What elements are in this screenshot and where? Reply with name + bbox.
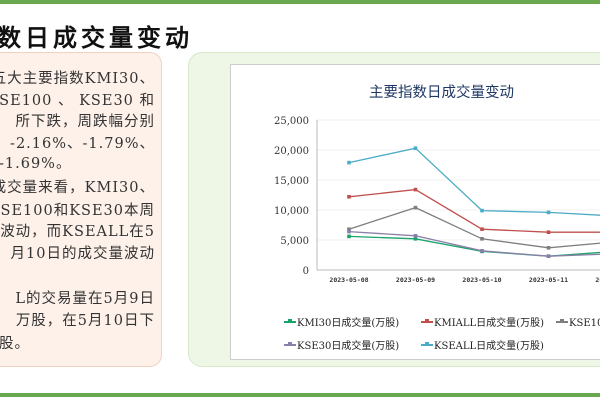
series-line (348, 147, 600, 216)
data-point (347, 229, 351, 234)
data-point (347, 227, 351, 231)
top-accent-bar (0, 0, 600, 4)
summary-line: L的交易量在5月9日 (15, 291, 155, 307)
summary-line: 、-2.16%、-1.79%、 (0, 136, 155, 152)
x-tick-label: 2023-05-09 (396, 276, 435, 284)
summary-line: 成交量来看，KMI30、 (0, 180, 155, 196)
legend-label: KMI30日成交量(万股) (297, 318, 400, 329)
data-point (480, 227, 484, 231)
summary-line: KSE100和KSE30本周 (0, 203, 155, 219)
summary-line: 月10日的成交量波动 (10, 246, 155, 262)
legend-label: KSEALL日成交量(万股) (434, 341, 544, 352)
y-tick-label: 25,000 (274, 116, 309, 127)
legend-marker-icon (556, 319, 568, 323)
data-point (347, 234, 351, 239)
data-point (347, 195, 351, 199)
summary-line: KSE100 、 KSE30 和 (0, 93, 155, 109)
data-point (413, 234, 418, 238)
legend-item: KMI30日成交量(万股) (284, 314, 399, 329)
legend-marker-icon (284, 319, 296, 323)
summary-line: -1.69%。 (0, 156, 72, 172)
data-point (413, 237, 418, 241)
legend-item: KSE30日成交量(万股) (284, 337, 399, 352)
data-point (546, 210, 551, 215)
y-tick-label: 20,000 (274, 146, 309, 157)
data-point (546, 246, 551, 250)
legend-label: KSE100日成交量(万股) (569, 318, 600, 329)
legend-marker-icon (421, 319, 433, 323)
chart-plot: 0 5,000 10,000 15,000 20,000 25,000 2023-05-08… (274, 116, 600, 284)
legend-item: KSE100日成交量(万股) (556, 314, 600, 329)
data-point (413, 187, 418, 192)
summary-line: 万股，在5月10日下 (15, 313, 155, 329)
legend-label: KMIALL日成交量(万股) (434, 318, 544, 329)
legend-label: KSE30日成交量(万股) (297, 341, 400, 352)
legend-item: KMIALL日成交量(万股) (421, 314, 544, 329)
x-tick-label: 2023-05-11 (529, 276, 568, 284)
x-tick-label: 2023-05-12 (595, 276, 600, 284)
legend-item: KSEALL日成交量(万股) (421, 337, 544, 352)
summary-panel: 五大主要指数KMI30、 KSE100 、 KSE30 和所下跌，周跌幅分别、-… (0, 52, 162, 367)
y-tick-label: 15,000 (274, 176, 309, 187)
x-tick-label: 2023-05-10 (462, 276, 501, 284)
bottom-accent-bar (0, 393, 600, 397)
data-point (480, 237, 484, 241)
data-point (480, 208, 484, 213)
summary-line: 所下跌，周跌幅分别 (15, 114, 155, 130)
data-point (347, 160, 351, 165)
data-point (413, 146, 418, 150)
x-tick-label: 2023-05-08 (329, 276, 368, 284)
legend-marker-icon (284, 342, 296, 346)
data-point (546, 254, 551, 258)
summary-line: 波动，而KSEALL在5 (0, 224, 155, 240)
y-tick-label: 0 (303, 266, 309, 277)
data-point (480, 249, 484, 253)
line-chart: 主要指数日成交量变动 0 5,000 10,000 15,000 20,000 25,00… (230, 64, 600, 360)
y-tick-label: 5,000 (280, 236, 309, 247)
y-tick-label: 10,000 (274, 206, 309, 217)
data-point (413, 205, 418, 210)
legend-marker-icon (421, 342, 433, 346)
series-line (348, 188, 600, 233)
data-point (546, 230, 551, 234)
page-title: 数日成交量变动 (0, 23, 193, 52)
summary-line: 五大主要指数KMI30、 (0, 71, 155, 87)
summary-line: 股。 (0, 336, 30, 352)
chart-title: 主要指数日成交量变动 (369, 85, 514, 101)
